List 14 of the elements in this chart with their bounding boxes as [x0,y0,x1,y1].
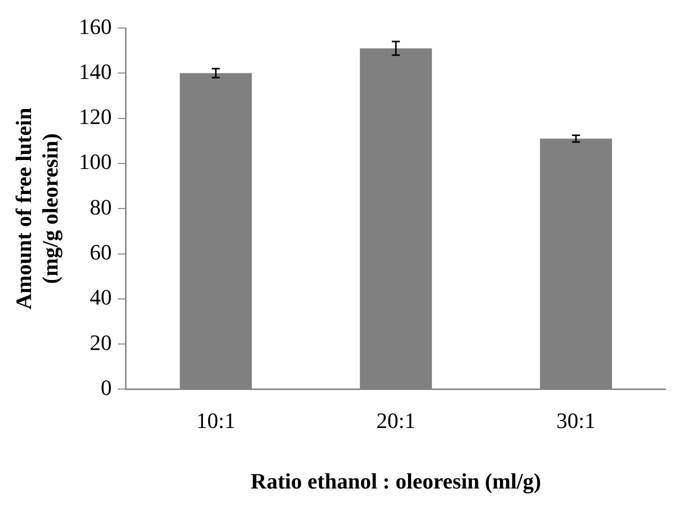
x-tick-label: 10:1 [196,408,236,434]
y-tick-label: 0 [100,374,112,400]
x-axis-title: Ratio ethanol : oleoresin (ml/g) [250,468,542,494]
x-tick-label: 30:1 [556,408,596,434]
y-tick-label: 120 [78,104,112,130]
y-tick-label: 40 [90,284,112,310]
y-tick-label: 140 [78,58,112,84]
y-tick-label: 60 [90,240,112,265]
y-tick-label: 80 [90,194,112,220]
y-tick-label: 100 [78,149,112,174]
y-tick-label: 20 [90,330,112,355]
y-axis-title: Amount of free lutein (mg/g oleoresin) [10,108,62,310]
y-tick-label: 160 [78,14,112,39]
x-tick-label: 20:1 [376,408,416,434]
